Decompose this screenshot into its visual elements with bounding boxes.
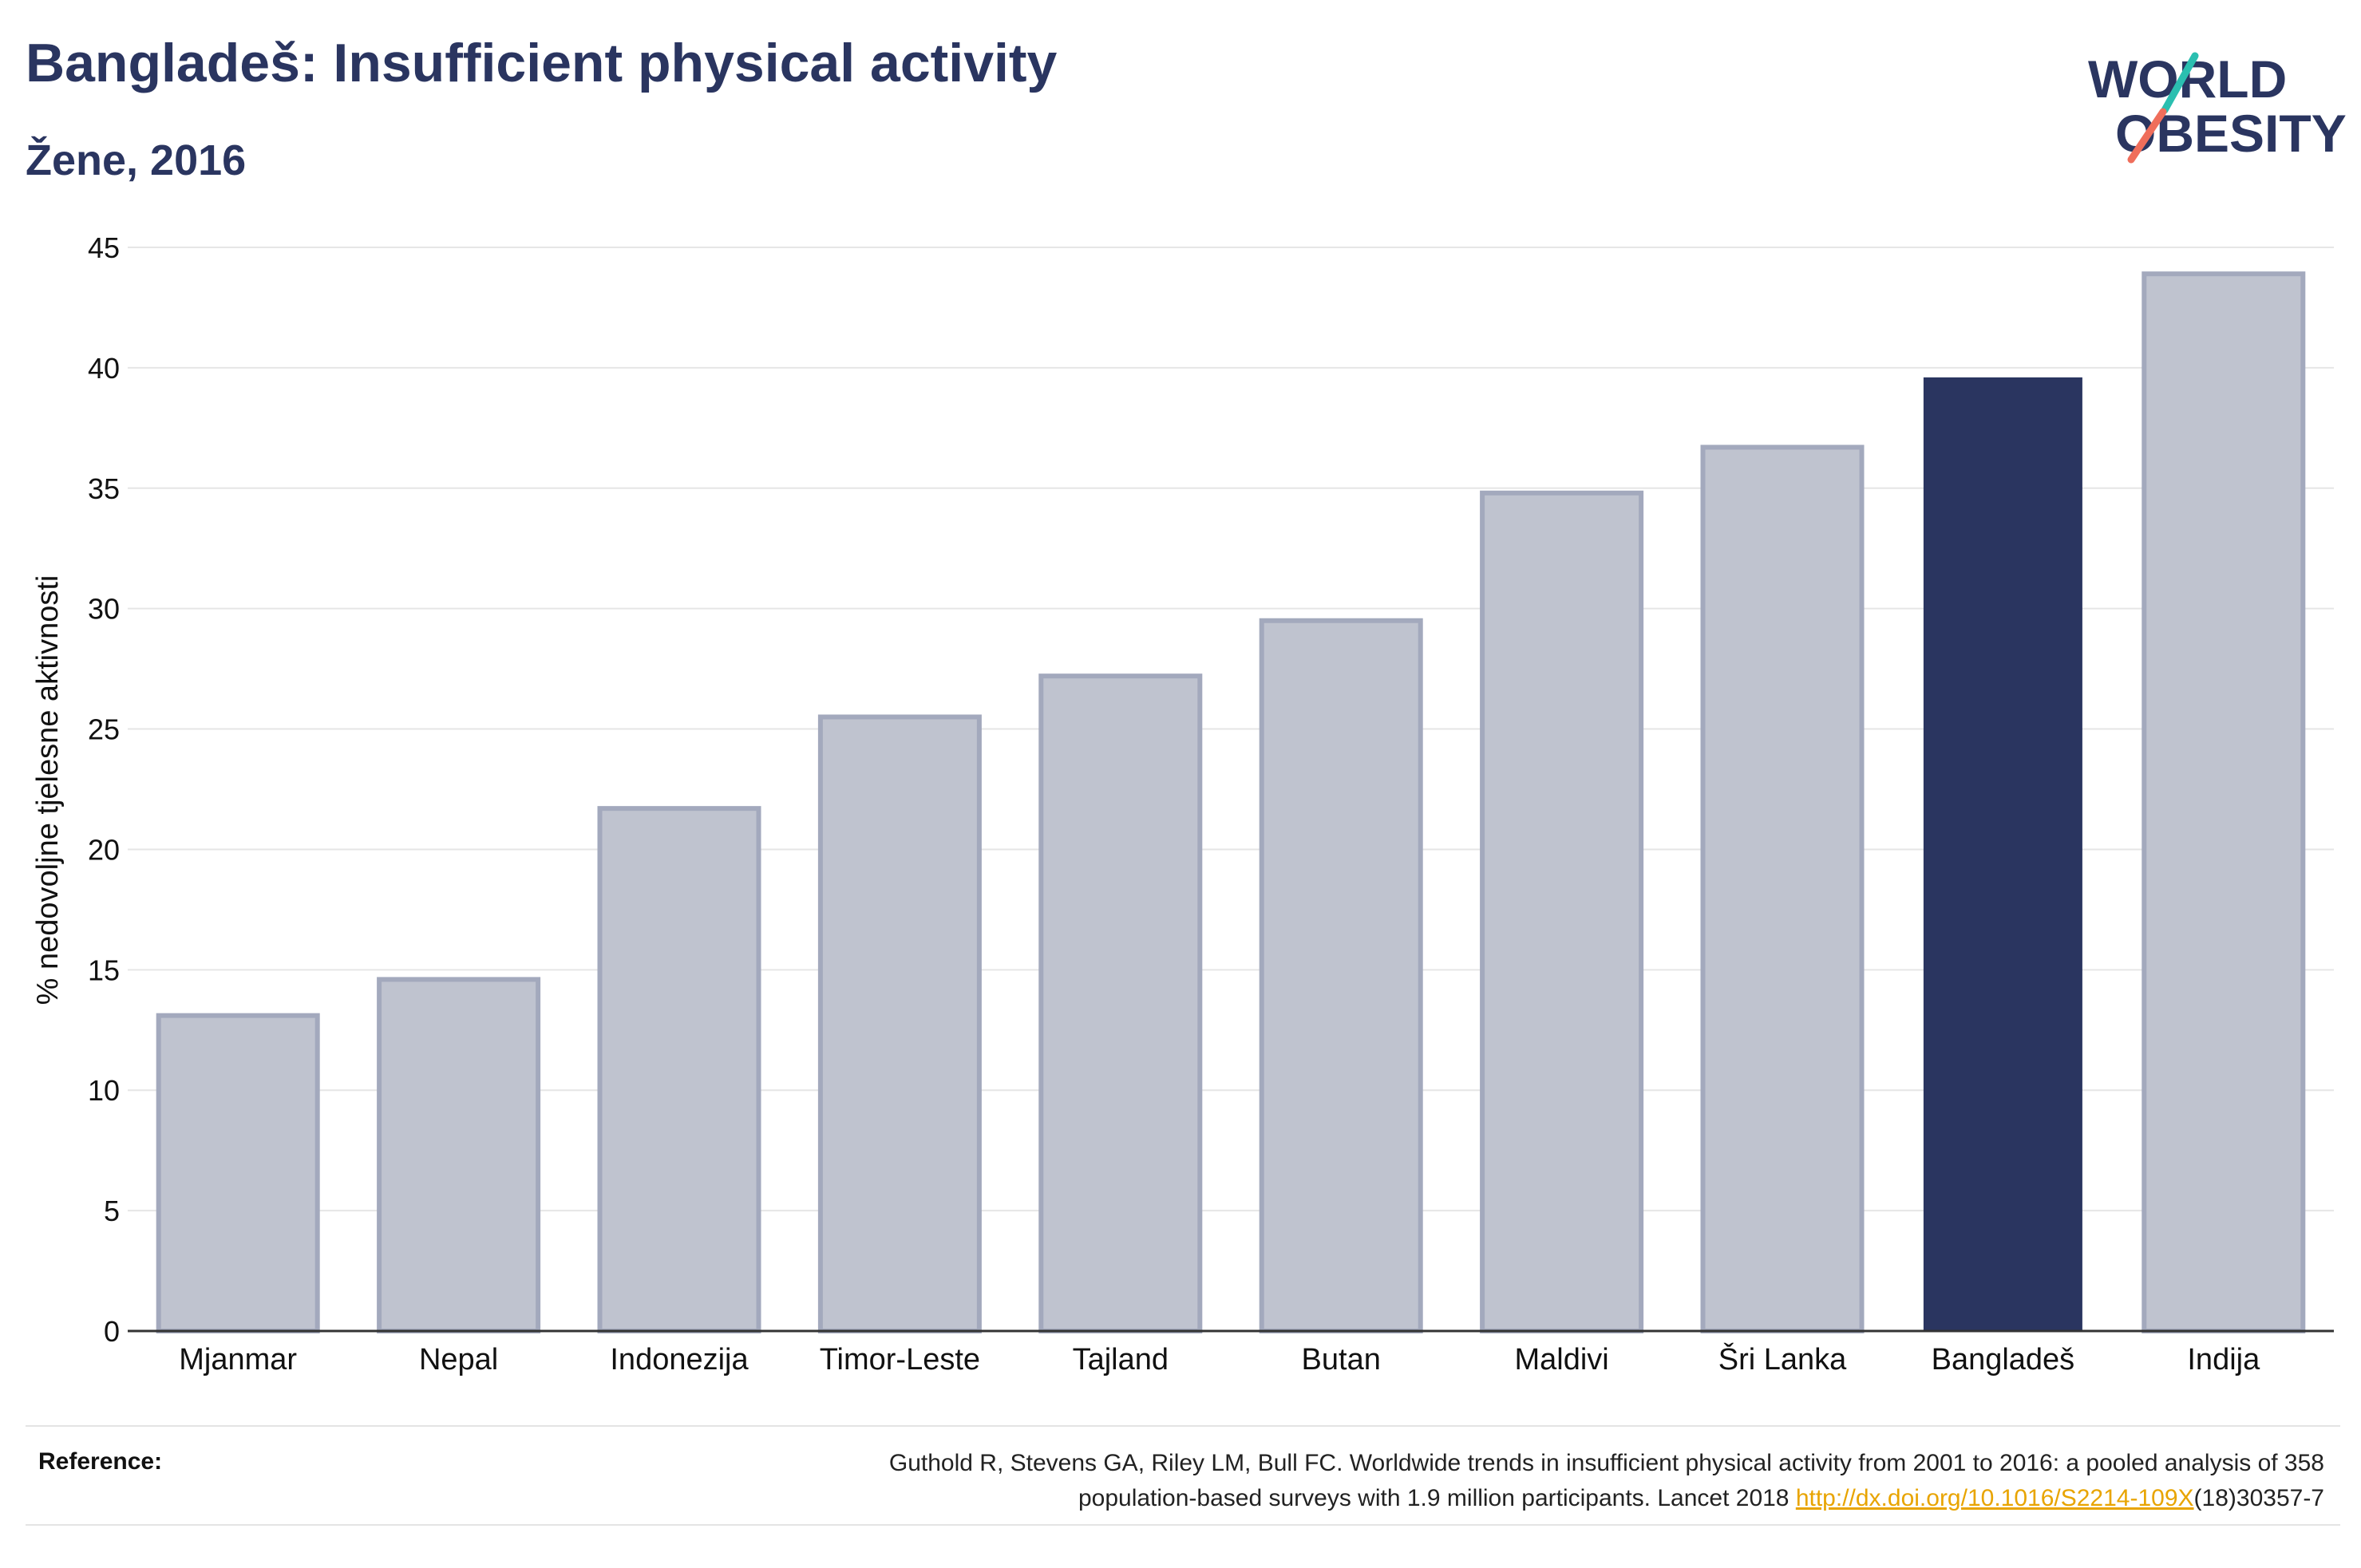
reference-doi-link[interactable]: http://dx.doi.org/10.1016/S2214-109X [1795,1485,2194,1511]
reference-line2-post: (18)30357-7 [2193,1485,2324,1511]
x-tick-label: Tajland [1073,1343,1169,1376]
x-tick-label: Nepal [419,1343,498,1376]
bar-banglade- [1923,377,2082,1332]
logo-text-obesity: OBESITY [2115,104,2347,163]
chart-title: Bangladeš: Insufficient physical activit… [26,33,1058,93]
bar-tajland [1038,673,1203,1333]
x-tick-label: Šri Lanka [1718,1341,1847,1376]
bar-chart: 0 5 10 15 20 25 30 35 40 45 Mjanmar Nepal Indonezij… [31,231,2334,1376]
x-tick-labels: Mjanmar Nepal Indonezija Timor-Leste Tajland… [179,1341,2260,1376]
world-obesity-logo: WORLD OBESITY [2088,49,2347,164]
logo-text-world: WORLD [2088,49,2287,109]
reference-line1: Guthold R, Stevens GA, Riley LM, Bull FC… [888,1450,2324,1476]
y-axis-label: % nedovoljne tjelesne aktivnosti [31,575,65,1005]
bar--ri-lanka [1700,444,1865,1333]
y-tick-label: 35 [88,472,120,505]
bar-mjanmar [156,1013,320,1334]
x-tick-label: Timor-Leste [820,1343,980,1376]
reference-top-divider [26,1425,2340,1427]
reference-bottom-divider [26,1524,2340,1526]
bar-maldivi [1480,490,1644,1333]
x-tick-label: Indonezija [610,1343,749,1376]
y-tick-label: 30 [88,593,120,626]
bars [156,271,2306,1334]
bar-butan [1259,618,1423,1333]
y-tick-label: 20 [88,833,120,866]
bar-indonezija [597,806,761,1333]
bar-nepal [377,977,541,1333]
x-tick-label: Butan [1302,1343,1381,1376]
y-tick-label: 5 [104,1195,120,1227]
x-tick-label: Bangladeš [1932,1343,2075,1376]
reference-label: Reference: [38,1448,163,1475]
y-tick-label: 10 [88,1074,120,1107]
y-tick-label: 15 [88,954,120,986]
x-tick-label: Mjanmar [179,1343,297,1376]
y-tick-labels: 0 5 10 15 20 25 30 35 40 45 [88,231,120,1348]
y-tick-label: 0 [104,1315,120,1348]
reference-line2-pre: population-based surveys with 1.9 millio… [1078,1485,1796,1511]
chart-subtitle: Žene, 2016 [26,136,247,184]
reference-text: Guthold R, Stevens GA, Riley LM, Bull FC… [409,1446,2324,1516]
y-tick-label: 25 [88,713,120,746]
y-tick-label: 40 [88,352,120,385]
x-tick-label: Maldivi [1514,1343,1608,1376]
y-tick-label: 45 [88,231,120,264]
bar-indija [2142,271,2306,1333]
logo-slash-coral [2127,108,2167,164]
bar-timor-leste [817,714,982,1333]
x-tick-label: Indija [2187,1343,2260,1376]
logo-slash-teal [2161,52,2199,114]
